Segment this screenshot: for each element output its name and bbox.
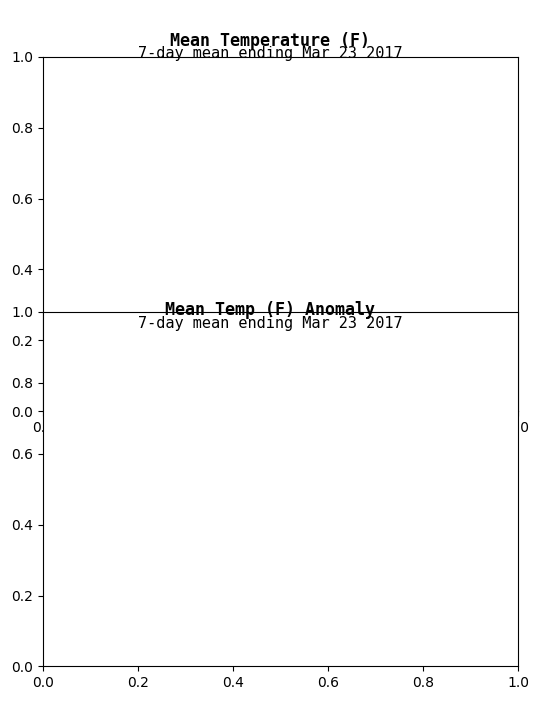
Text: Mean Temperature (F): Mean Temperature (F) bbox=[170, 32, 370, 50]
Text: 7-day mean ending Mar 23 2017: 7-day mean ending Mar 23 2017 bbox=[138, 316, 402, 330]
Text: 7-day mean ending Mar 23 2017: 7-day mean ending Mar 23 2017 bbox=[138, 46, 402, 61]
Text: Mean Temp (F) Anomaly: Mean Temp (F) Anomaly bbox=[165, 301, 375, 319]
